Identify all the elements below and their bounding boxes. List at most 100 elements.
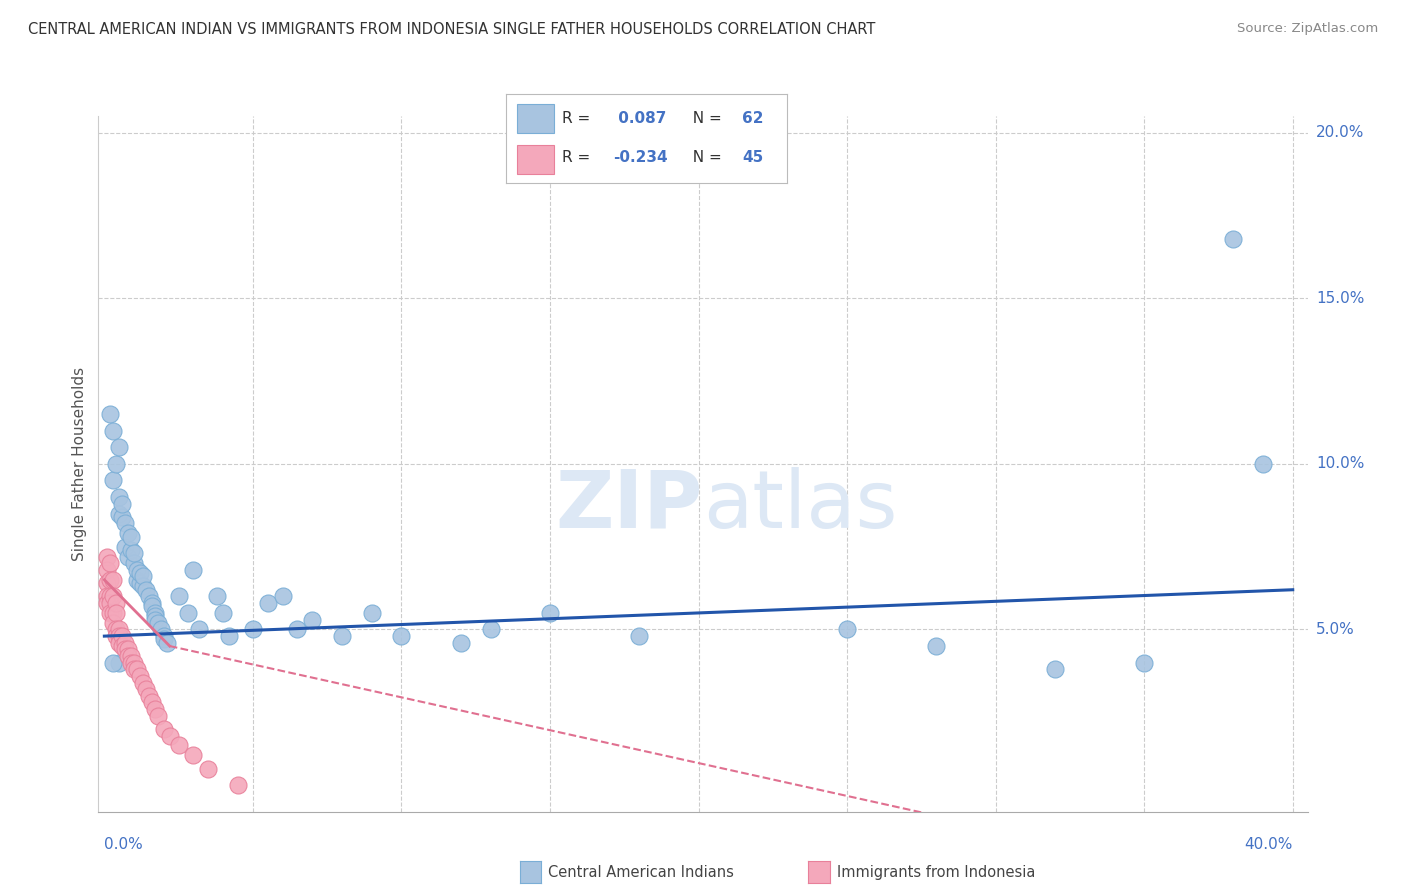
Point xyxy=(108,656,131,670)
Point xyxy=(212,606,235,620)
Point xyxy=(120,543,142,558)
Point xyxy=(141,695,163,709)
Point xyxy=(152,632,174,647)
Point xyxy=(167,590,190,604)
Point xyxy=(120,656,142,670)
Point xyxy=(114,636,136,650)
Text: Source: ZipAtlas.com: Source: ZipAtlas.com xyxy=(1237,22,1378,36)
Point xyxy=(98,606,121,620)
Point xyxy=(141,599,163,614)
Point xyxy=(143,702,166,716)
Point xyxy=(111,509,134,524)
Text: 20.0%: 20.0% xyxy=(1316,125,1364,140)
Point xyxy=(132,579,155,593)
Point xyxy=(117,526,139,541)
Point xyxy=(143,609,166,624)
Point xyxy=(183,563,205,577)
FancyBboxPatch shape xyxy=(517,104,554,133)
Point xyxy=(1043,662,1066,676)
Point xyxy=(96,590,118,604)
Point xyxy=(125,563,148,577)
Text: R =: R = xyxy=(562,112,596,126)
Point xyxy=(538,606,561,620)
Point xyxy=(98,556,121,570)
Point xyxy=(141,596,163,610)
Point xyxy=(108,507,131,521)
Point xyxy=(108,623,131,637)
Point xyxy=(108,440,131,454)
Point xyxy=(242,623,264,637)
Point xyxy=(117,648,139,663)
Text: 40.0%: 40.0% xyxy=(1244,837,1292,852)
Point xyxy=(207,590,229,604)
Point xyxy=(120,530,142,544)
Point xyxy=(132,569,155,583)
Point xyxy=(105,623,128,637)
FancyBboxPatch shape xyxy=(517,145,554,174)
Point xyxy=(360,606,382,620)
Point xyxy=(105,606,128,620)
Point xyxy=(114,540,136,554)
Point xyxy=(105,457,128,471)
Point xyxy=(628,629,651,643)
Point xyxy=(450,636,472,650)
Text: ZIP: ZIP xyxy=(555,467,703,545)
Point xyxy=(122,662,145,676)
Point xyxy=(105,596,128,610)
Point xyxy=(111,639,134,653)
Point xyxy=(835,623,858,637)
Point xyxy=(138,689,160,703)
Point xyxy=(226,778,249,792)
Point xyxy=(188,623,211,637)
Point xyxy=(138,590,160,604)
Text: Immigrants from Indonesia: Immigrants from Indonesia xyxy=(837,865,1035,880)
Point xyxy=(271,590,294,604)
Point xyxy=(117,549,139,564)
Point xyxy=(98,573,121,587)
Point xyxy=(197,762,219,776)
Text: 15.0%: 15.0% xyxy=(1316,291,1364,306)
Point xyxy=(108,636,131,650)
Point xyxy=(479,623,502,637)
Text: 0.0%: 0.0% xyxy=(104,837,143,852)
Point xyxy=(135,582,157,597)
Text: 0.087: 0.087 xyxy=(613,112,666,126)
Text: N =: N = xyxy=(683,151,727,165)
Point xyxy=(108,490,131,504)
Point xyxy=(108,629,131,643)
Point xyxy=(96,563,118,577)
Point xyxy=(152,629,174,643)
Point xyxy=(103,590,125,604)
Text: Central American Indians: Central American Indians xyxy=(548,865,734,880)
Point xyxy=(925,639,948,653)
Point xyxy=(330,629,353,643)
Point xyxy=(117,642,139,657)
Point xyxy=(152,722,174,736)
Point xyxy=(103,573,125,587)
Point xyxy=(287,623,309,637)
Text: R =: R = xyxy=(562,151,596,165)
Point xyxy=(256,596,278,610)
Text: 5.0%: 5.0% xyxy=(1316,622,1354,637)
Point xyxy=(103,474,125,488)
Point xyxy=(183,748,205,763)
Point xyxy=(111,497,134,511)
Y-axis label: Single Father Households: Single Father Households xyxy=(72,367,87,561)
Point xyxy=(96,549,118,564)
Point xyxy=(129,566,152,581)
Point xyxy=(98,596,121,610)
Point xyxy=(1133,656,1156,670)
Point xyxy=(143,613,166,627)
Point xyxy=(159,729,181,743)
Point xyxy=(176,606,198,620)
Point xyxy=(301,613,323,627)
Text: CENTRAL AMERICAN INDIAN VS IMMIGRANTS FROM INDONESIA SINGLE FATHER HOUSEHOLDS CO: CENTRAL AMERICAN INDIAN VS IMMIGRANTS FR… xyxy=(28,22,876,37)
Point xyxy=(114,516,136,531)
Point xyxy=(105,629,128,643)
Point xyxy=(156,636,179,650)
Text: 10.0%: 10.0% xyxy=(1316,457,1364,471)
Text: atlas: atlas xyxy=(703,467,897,545)
Point xyxy=(114,642,136,657)
Point xyxy=(129,669,152,683)
Point xyxy=(143,606,166,620)
